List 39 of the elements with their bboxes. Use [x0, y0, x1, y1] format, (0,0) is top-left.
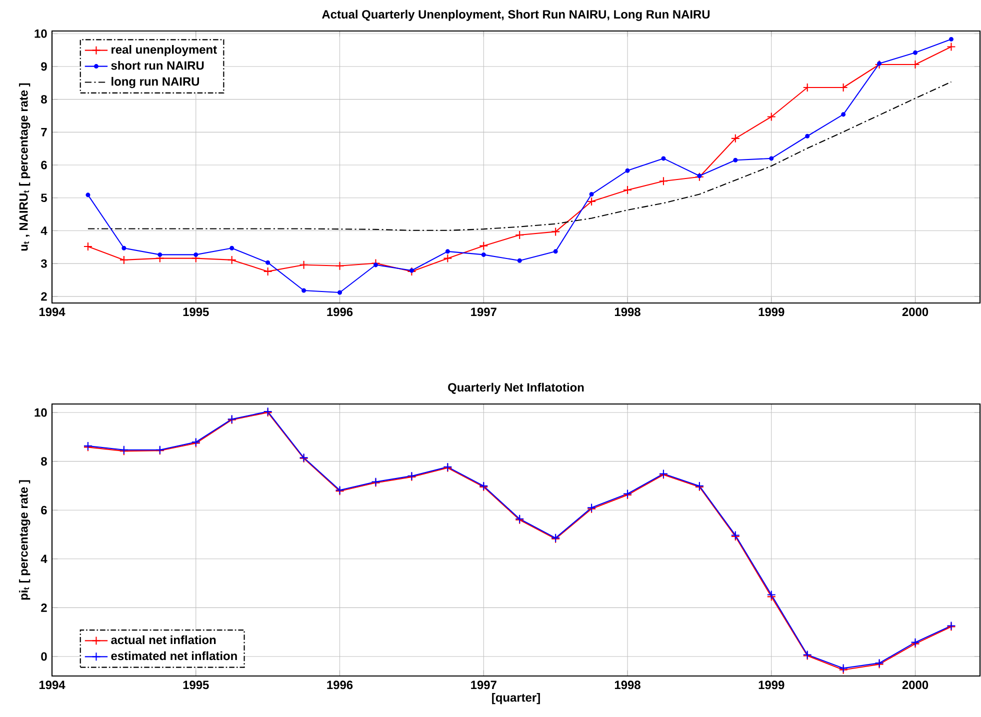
- y-tick-label: 9: [41, 62, 47, 71]
- x-tick-label: 1999: [758, 308, 784, 316]
- y-tick-label: 7: [41, 128, 47, 136]
- x-tick-label: 1999: [758, 680, 784, 690]
- x-tick-label: 1998: [614, 308, 640, 316]
- chart-title: Actual Quarterly Unenployment, Short Run NAIRU, Long Run NAIRU: [322, 10, 710, 21]
- y-axis-title: pi$_{t}$ [ percentage rate ]: [19, 480, 30, 600]
- y-tick-label: 8: [41, 457, 47, 466]
- legend-label: actual net inflation: [111, 635, 216, 644]
- x-tick-label: 2000: [902, 308, 928, 316]
- x-tick-label: 1996: [327, 680, 353, 690]
- y-tick-label: 5: [41, 194, 47, 202]
- y-tick-label: 3: [40, 259, 47, 268]
- x-tick-label: 1997: [471, 680, 496, 690]
- legend-label: short run NAIRU: [111, 60, 204, 70]
- x-tick-label: 1998: [614, 680, 640, 690]
- y-tick-label: 10: [34, 408, 47, 417]
- chart-title: Quarterly Net Inflatotion: [448, 382, 584, 394]
- y-tick-label: 2: [41, 604, 47, 612]
- y-tick-label: 6: [41, 506, 47, 514]
- x-axis-title: [quarter]: [492, 692, 540, 704]
- y-tick-label: 8: [41, 95, 47, 104]
- x-tick-label: 1994: [39, 680, 66, 690]
- y-tick-label: 10: [34, 29, 47, 38]
- legend-label: long run NAIRU: [112, 76, 199, 88]
- x-tick-label: 1995: [183, 308, 209, 316]
- y-tick-label: 4: [40, 226, 48, 235]
- legend-label: estimated net inflation: [111, 651, 237, 660]
- x-tick-label: 1997: [471, 308, 496, 316]
- y-tick-label: 0: [41, 652, 47, 661]
- x-tick-label: 1994: [39, 308, 66, 316]
- y-axis-title: u$_{t}$ , NAIRU$_{t}$ [ percentage rate ]: [19, 83, 30, 251]
- y-tick-label: 2: [41, 292, 47, 301]
- legend-label: real unenployment: [112, 44, 217, 56]
- y-tick-label: 4: [40, 554, 48, 564]
- x-tick-label: 1996: [327, 308, 353, 316]
- y-tick-label: 6: [41, 160, 47, 170]
- x-tick-label: 1995: [183, 680, 209, 690]
- x-tick-label: 2000: [902, 680, 928, 690]
